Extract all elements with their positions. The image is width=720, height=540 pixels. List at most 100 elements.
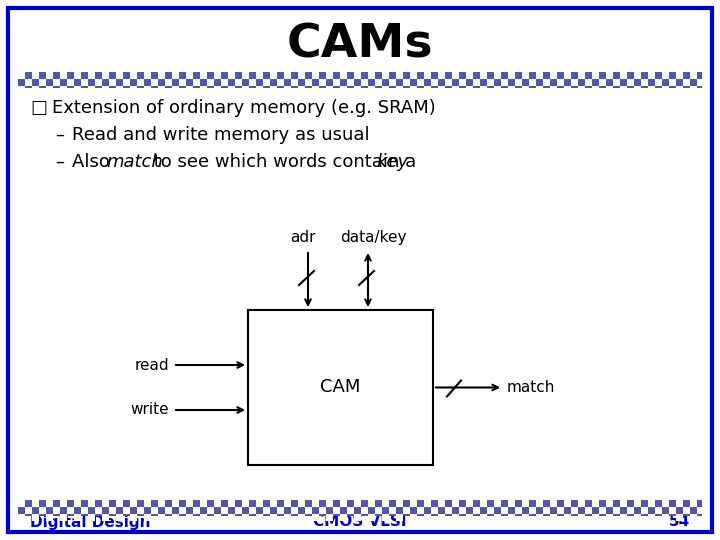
Bar — [522, 72, 529, 79]
Bar — [74, 72, 81, 79]
Bar — [403, 507, 410, 514]
Bar — [347, 507, 354, 514]
Bar — [221, 79, 228, 86]
Bar — [480, 86, 487, 93]
Bar — [410, 86, 417, 93]
Bar — [214, 514, 221, 521]
Bar — [634, 86, 641, 93]
Bar — [676, 72, 683, 79]
Bar — [186, 500, 193, 507]
Bar — [18, 72, 25, 79]
Bar — [410, 72, 417, 79]
Bar — [585, 79, 592, 86]
Bar — [95, 507, 102, 514]
Text: CMOS VLSI: CMOS VLSI — [313, 515, 407, 530]
Bar — [200, 514, 207, 521]
Bar — [284, 500, 291, 507]
Bar — [46, 514, 53, 521]
Bar — [382, 514, 389, 521]
Bar — [424, 72, 431, 79]
Bar — [634, 500, 641, 507]
Bar — [298, 514, 305, 521]
Bar — [543, 79, 550, 86]
Bar — [389, 507, 396, 514]
Text: Digital Design: Digital Design — [30, 515, 150, 530]
Bar — [53, 507, 60, 514]
Bar — [424, 514, 431, 521]
Bar — [396, 500, 403, 507]
Bar — [137, 79, 144, 86]
Bar — [312, 86, 319, 93]
Bar — [452, 514, 459, 521]
Bar — [424, 500, 431, 507]
Bar — [550, 500, 557, 507]
Bar — [340, 500, 347, 507]
Bar — [284, 86, 291, 93]
Bar — [242, 514, 249, 521]
Bar — [263, 507, 270, 514]
Bar — [256, 500, 263, 507]
Bar — [550, 72, 557, 79]
Bar — [165, 79, 172, 86]
Text: adr: adr — [290, 230, 316, 245]
Bar — [396, 514, 403, 521]
Bar — [354, 500, 361, 507]
Bar — [494, 514, 501, 521]
Bar — [592, 500, 599, 507]
Bar — [543, 507, 550, 514]
Bar — [18, 514, 25, 521]
Bar — [32, 86, 39, 93]
Bar — [662, 72, 669, 79]
Bar — [347, 79, 354, 86]
Bar — [571, 79, 578, 86]
Bar — [697, 507, 704, 514]
Bar — [228, 514, 235, 521]
Bar — [508, 500, 515, 507]
Bar — [564, 514, 571, 521]
Bar — [116, 500, 123, 507]
Bar — [130, 514, 137, 521]
Bar — [312, 72, 319, 79]
Bar — [557, 79, 564, 86]
Bar — [368, 514, 375, 521]
Bar — [382, 500, 389, 507]
Bar — [648, 514, 655, 521]
Bar — [585, 507, 592, 514]
Bar — [452, 86, 459, 93]
Bar — [298, 86, 305, 93]
Bar — [508, 514, 515, 521]
Bar — [18, 72, 702, 88]
Bar — [172, 514, 179, 521]
Bar — [599, 79, 606, 86]
Bar — [207, 507, 214, 514]
Text: CAM: CAM — [320, 379, 361, 396]
Text: 54: 54 — [669, 515, 690, 530]
Bar — [158, 86, 165, 93]
Bar — [326, 514, 333, 521]
Bar — [25, 507, 32, 514]
Bar — [494, 86, 501, 93]
Bar — [417, 79, 424, 86]
Bar — [459, 79, 466, 86]
Bar — [515, 79, 522, 86]
Bar — [361, 79, 368, 86]
Bar — [354, 86, 361, 93]
Bar — [550, 514, 557, 521]
Bar — [480, 514, 487, 521]
Bar — [690, 72, 697, 79]
Bar — [515, 507, 522, 514]
Bar — [284, 72, 291, 79]
Bar — [130, 500, 137, 507]
Bar — [109, 79, 116, 86]
Bar — [179, 507, 186, 514]
Bar — [172, 86, 179, 93]
Bar — [228, 500, 235, 507]
Bar — [88, 514, 95, 521]
Text: data/key: data/key — [340, 230, 406, 245]
Bar — [676, 514, 683, 521]
Bar — [466, 72, 473, 79]
Bar — [193, 79, 200, 86]
Text: CAMs: CAMs — [287, 23, 433, 68]
Bar — [620, 514, 627, 521]
Bar — [669, 79, 676, 86]
